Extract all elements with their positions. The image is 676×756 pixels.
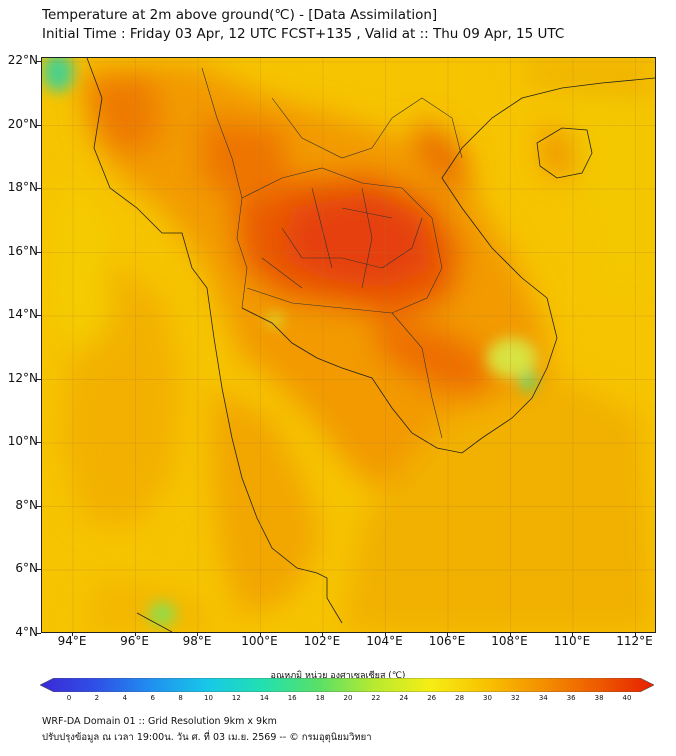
- lon-tick: [72, 632, 73, 636]
- colorbar-tick-label: 24: [399, 694, 409, 702]
- colorbar-tick-label: 40: [622, 694, 632, 702]
- gridlines: [42, 58, 655, 632]
- lon-tick: [259, 632, 261, 636]
- lat-label: 14°N: [7, 307, 38, 321]
- colorbar-tick-label: 30: [483, 694, 492, 702]
- lat-tick: [36, 315, 41, 316]
- footer-credit: ปรับปรุงข้อมูล ณ เวลา 19:00น. วัน ศ. ที่…: [42, 732, 372, 743]
- lon-tick: [447, 632, 448, 636]
- colorbar-tick-label: 10: [204, 694, 213, 702]
- lon-label: 98°E: [182, 634, 212, 648]
- colorbar-tick-label: 26: [427, 694, 437, 702]
- lon-label: 94°E: [57, 634, 87, 648]
- colorbar-tick-label: 28: [455, 694, 465, 702]
- lon-tick: [572, 632, 573, 636]
- lon-label: 96°E: [120, 634, 149, 648]
- admin-borders: [201, 67, 463, 439]
- colorbar-tick-label: 4: [122, 694, 128, 702]
- lon-label: 102°E: [303, 634, 341, 648]
- map-subtitle: Initial Time : Friday 03 Apr, 12 UTC FCS…: [42, 26, 565, 42]
- colorbar-tick-label: 22: [371, 694, 381, 702]
- lon-label: 110°E: [553, 634, 591, 648]
- colorbar-tick-label: 34: [538, 694, 548, 702]
- lat-tick: [36, 442, 41, 443]
- colorbar-tick-label: 36: [566, 694, 576, 702]
- lat-label: 20°N: [7, 116, 38, 131]
- lat-label: 12°N: [7, 370, 38, 385]
- temperature-field: [42, 58, 655, 632]
- colorbar-tick-label: 6: [150, 694, 155, 702]
- lon-tick: [322, 632, 323, 636]
- lat-tick: [36, 632, 41, 634]
- colorbar-tick-label: 16: [287, 694, 297, 702]
- colorbar-tick-label: 18: [315, 694, 325, 702]
- lon-tick: [134, 632, 136, 636]
- lat-tick: [36, 569, 41, 570]
- lat-tick: [36, 505, 41, 507]
- lon-label: 108°E: [491, 634, 528, 648]
- colorbar-tick-label: 38: [594, 694, 604, 702]
- lat-label: 4°N: [15, 624, 38, 639]
- coastlines: [86, 58, 655, 632]
- colorbar-tick-label: 14: [259, 694, 269, 702]
- colorbar-title: อุณหภูมิ หน่วย องศาเซลเซียส (℃): [270, 671, 406, 681]
- map-title: Temperature at 2m above ground(℃) - [Dat…: [42, 7, 438, 23]
- lat-label: 22°N: [7, 53, 38, 67]
- lat-label: 6°N: [15, 561, 38, 575]
- colorbar-tick-label: 32: [510, 694, 520, 702]
- lon-tick: [384, 632, 386, 636]
- lat-tick: [36, 124, 41, 126]
- colorbar: [40, 678, 654, 692]
- lon-tick: [634, 632, 636, 636]
- colorbar-tick-label: 2: [94, 694, 100, 702]
- lon-label: 106°E: [428, 634, 466, 648]
- lat-label: 10°N: [7, 434, 38, 448]
- footer-model-info: WRF-DA Domain 01 :: Grid Resolution 9km …: [42, 716, 277, 727]
- lat-label: 18°N: [7, 180, 38, 194]
- colorbar-tick-label: 8: [178, 694, 183, 702]
- lon-label: 104°E: [366, 634, 403, 648]
- lat-tick: [36, 61, 41, 62]
- temperature-map[interactable]: [41, 57, 656, 633]
- colorbar-tick-label: 20: [343, 694, 353, 702]
- lat-label: 16°N: [7, 243, 38, 258]
- lat-tick: [36, 378, 41, 380]
- lon-tick: [509, 632, 511, 636]
- lon-label: 100°E: [241, 634, 278, 648]
- lat-tick: [36, 251, 41, 253]
- lat-label: 8°N: [15, 497, 38, 512]
- colorbar-tick-label: 0: [66, 694, 72, 702]
- lon-label: 112°E: [616, 634, 653, 648]
- lon-tick: [197, 632, 198, 636]
- colorbar-tick-label: 12: [231, 694, 241, 702]
- lat-tick: [36, 188, 41, 189]
